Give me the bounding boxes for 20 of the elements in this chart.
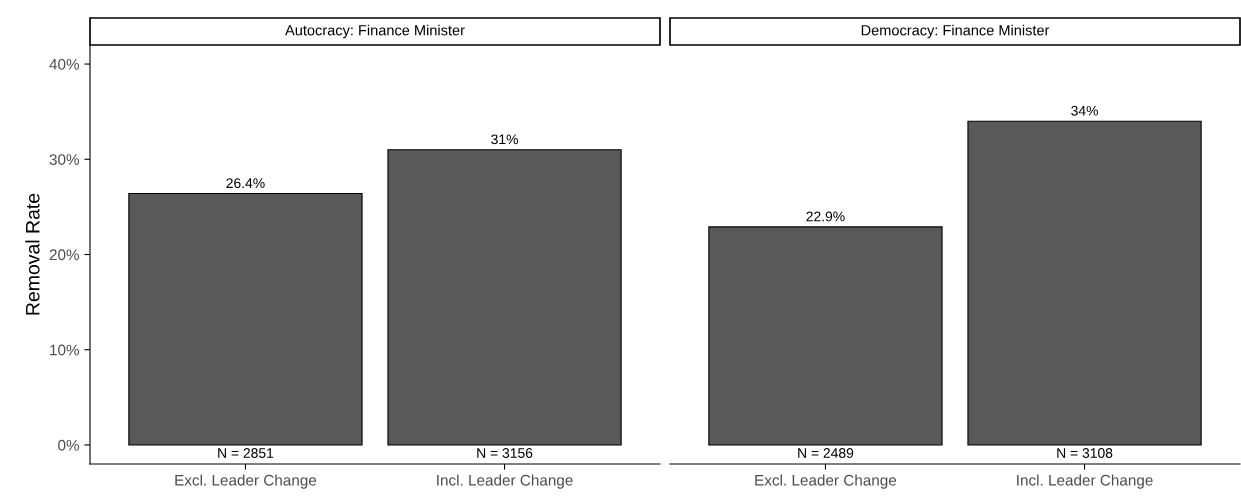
y-axis-title: Removal Rate [25,193,40,315]
y-tick-label: 10% [50,344,80,356]
annotation: N = 2489 [798,448,854,458]
annotation: N = 2851 [218,448,274,458]
x-tick-label: Incl. Leader Change [1017,474,1153,489]
x-tick-label: Incl. Leader Change [437,474,573,489]
chart-title: Autocracy: Finance Minister [285,24,465,39]
data-label: 34% [1071,105,1098,116]
x-tick-label: Excl. Leader Change [755,474,897,489]
y-tick-label: 30% [49,154,80,165]
y-tick-label: 20% [49,249,80,261]
chart-title: Democracy: Finance Minister [861,24,1050,39]
data-label: 22.9% [806,211,845,222]
annotation: N = 3156 [477,448,533,458]
annotation: N = 3108 [1057,448,1113,458]
y-tick-label: 0% [58,439,80,451]
x-tick-label: Excl. Leader Change [175,474,317,489]
data-label: 31% [491,134,518,145]
y-tick-label: 40% [49,58,80,70]
data-label: 26.4% [226,178,265,189]
